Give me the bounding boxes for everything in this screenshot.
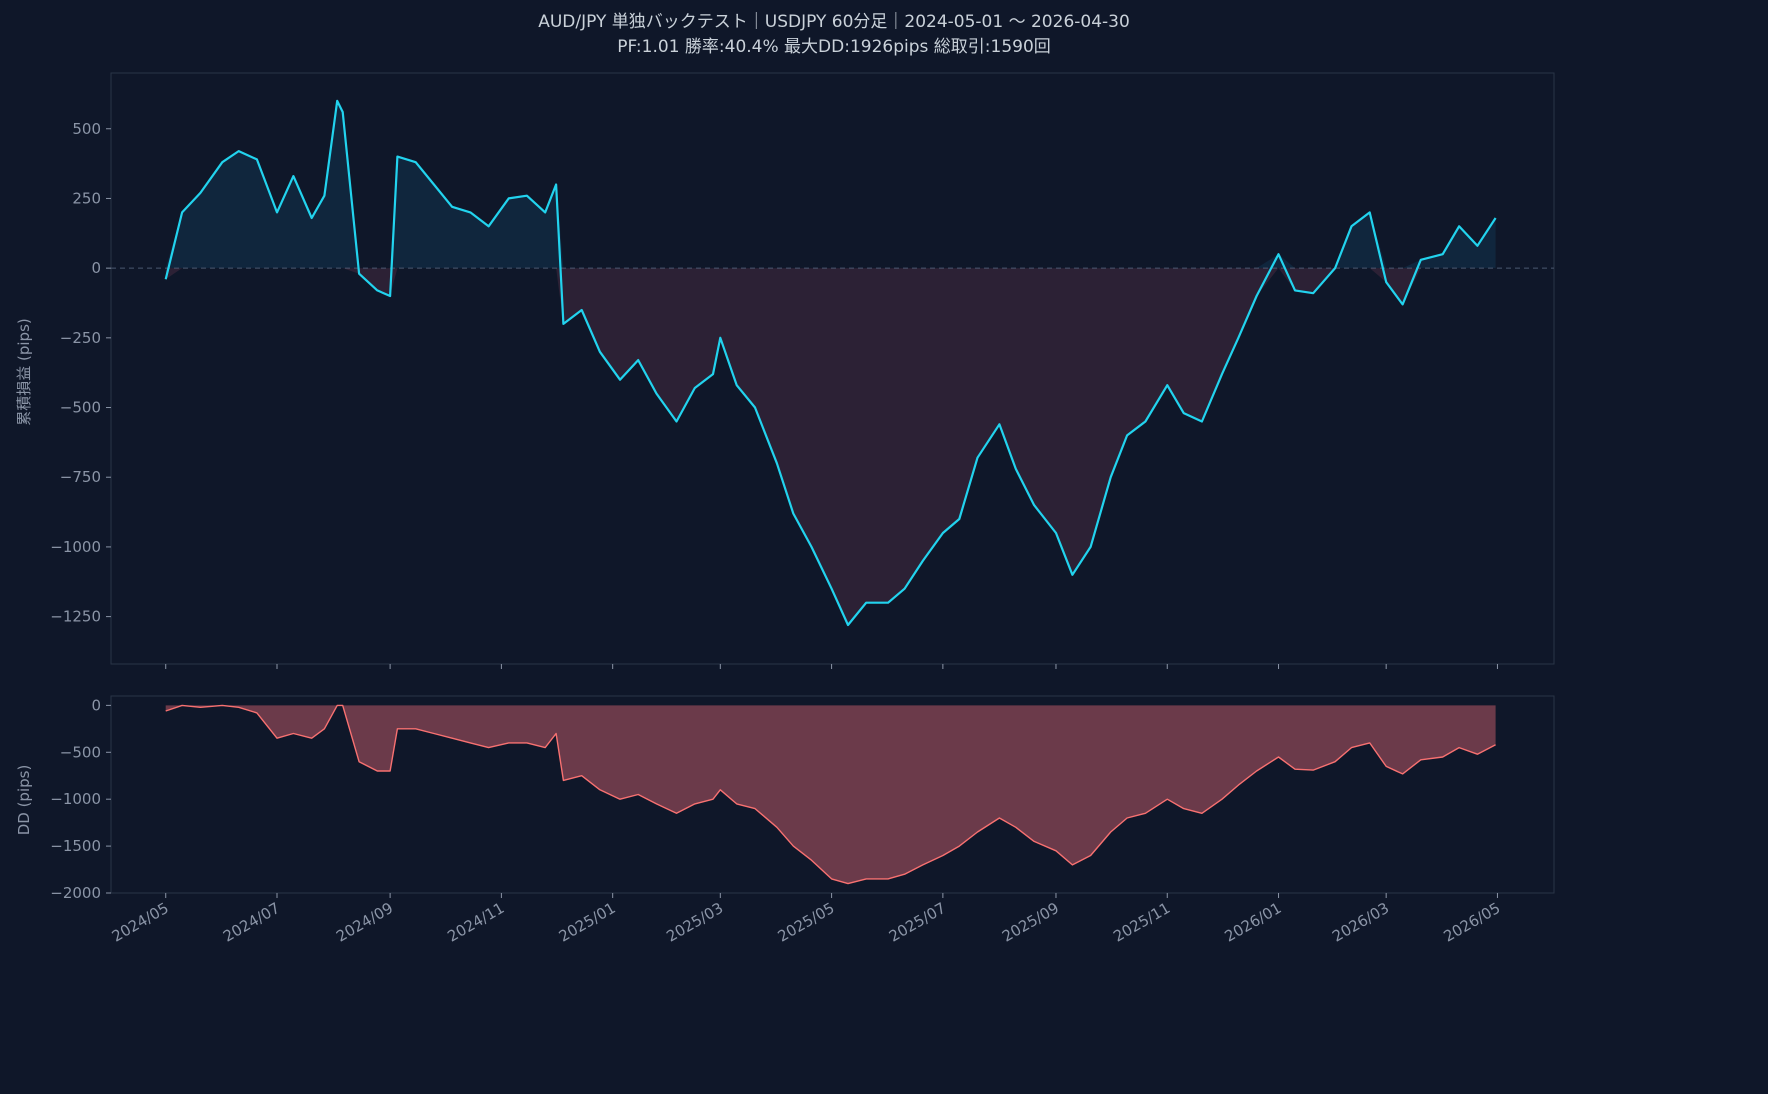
drawdown-y-axis-label: DD (pips) <box>15 765 33 836</box>
equity-ytick-label: −250 <box>60 329 101 347</box>
drawdown-xtick-label: 2024/05 <box>109 899 172 946</box>
drawdown-xtick-label: 2026/01 <box>1222 899 1285 946</box>
equity-y-axis-label: 累積損益 (pips) <box>15 318 33 426</box>
drawdown-xtick-label: 2025/01 <box>556 899 619 946</box>
drawdown-area-fill <box>165 705 1496 884</box>
drawdown-xtick-label: 2026/03 <box>1329 899 1392 946</box>
backtest-chart: AUD/JPY 単独バックテスト｜USDJPY 60分足｜2024-05-01 … <box>15 12 1555 946</box>
drawdown-ytick-label: −2000 <box>50 884 101 902</box>
drawdown-xtick-label: 2024/07 <box>220 899 283 946</box>
drawdown-ytick-label: 0 <box>91 696 101 714</box>
drawdown-panel: 0 −500 −1000 −1500 −2000 2024/05 2024/07 2024/… <box>15 695 1555 946</box>
equity-ytick-label: −500 <box>60 399 101 417</box>
equity-ytick-label: −750 <box>60 468 101 486</box>
equity-ytick-label: 250 <box>72 189 101 207</box>
chart-title: AUD/JPY 単独バックテスト｜USDJPY 60分足｜2024-05-01 … <box>538 12 1130 32</box>
drawdown-xtick-label: 2025/07 <box>886 899 949 946</box>
equity-fill-pos <box>165 100 1496 269</box>
drawdown-ytick-label: −1500 <box>50 837 101 855</box>
drawdown-xtick-label: 2025/05 <box>775 899 838 946</box>
drawdown-xtick-label: 2025/11 <box>1110 899 1173 946</box>
drawdown-xtick-label: 2025/03 <box>663 899 726 946</box>
drawdown-xtick-label: 2026/05 <box>1440 899 1503 946</box>
equity-ytick-label: 0 <box>91 259 101 277</box>
drawdown-series-line <box>165 704 1496 885</box>
equity-ytick-label: 500 <box>72 120 101 138</box>
drawdown-xtick-label: 2024/11 <box>444 899 507 946</box>
drawdown-xtick-label: 2024/09 <box>333 899 396 946</box>
equity-fill-neg <box>165 268 1496 625</box>
equity-ytick-label: −1250 <box>50 608 101 626</box>
drawdown-ytick-label: −1000 <box>50 790 101 808</box>
equity-panel: 500 250 0 −250 −500 −750 −1000 −1250 累積損益 (pips… <box>15 72 1555 669</box>
equity-ytick-label: −1000 <box>50 538 101 556</box>
drawdown-ytick-label: −500 <box>60 743 101 761</box>
chart-subtitle: PF:1.01 勝率:40.4% 最大DD:1926pips 総取引:1590回 <box>617 37 1051 57</box>
drawdown-xtick-label: 2025/09 <box>999 899 1062 946</box>
equity-series-line <box>164 99 1497 627</box>
